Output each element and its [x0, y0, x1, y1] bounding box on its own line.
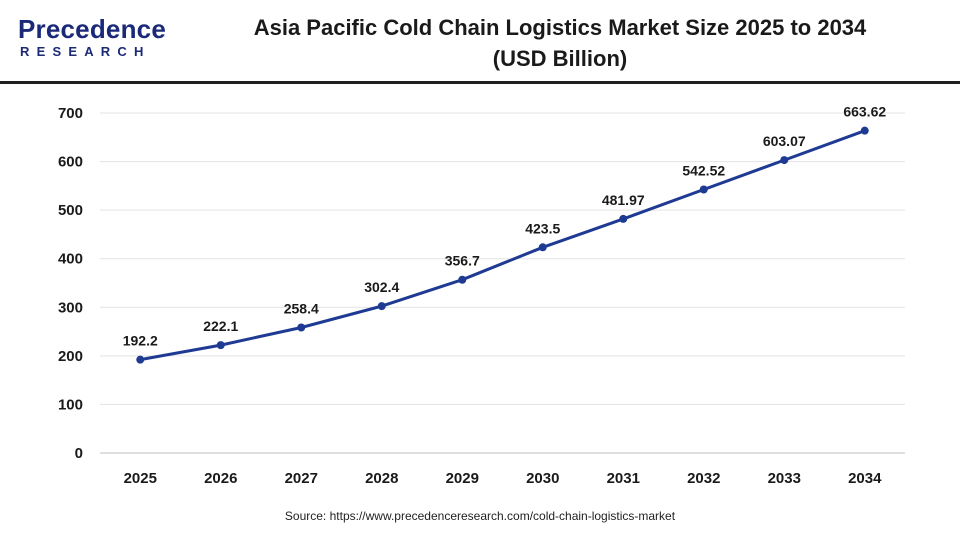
header: Precedence RESEARCH Asia Pacific Cold Ch…: [0, 0, 960, 84]
x-tick-label: 2032: [687, 470, 720, 487]
series-line-group: [138, 129, 867, 362]
y-tick-label: 500: [58, 202, 83, 219]
data-label: 603.07: [763, 133, 806, 149]
x-tick-labels: 2025 2026 2027 2028 2029 2030 2031 2032 2033 2034: [124, 470, 883, 487]
data-point: [377, 302, 386, 311]
chart-area: 0 100 200 300 400 500 600 700 2025 2026 2027 2028 2…: [0, 84, 960, 510]
chart-title-line-2: (USD Billion): [492, 46, 628, 71]
chart-title-line-1: Asia Pacific Cold Chain Logistics Market…: [253, 15, 867, 40]
y-tick-label: 400: [58, 251, 83, 268]
x-tick-label: 2030: [526, 470, 559, 487]
brand-logo: Precedence RESEARCH: [14, 14, 166, 68]
y-tick-label: 100: [58, 396, 83, 413]
source-note: Source: https://www.precedenceresearch.c…: [284, 509, 676, 523]
y-tick-label: 600: [58, 154, 83, 171]
x-tick-label: 2026: [204, 470, 237, 487]
gridlines: [100, 112, 905, 405]
data-label: 481.97: [602, 192, 645, 208]
data-label: 192.2: [123, 333, 158, 349]
data-point: [699, 185, 708, 194]
data-label: 542.52: [682, 162, 725, 178]
chart-title: Asia Pacific Cold Chain Logistics Market…: [200, 12, 920, 74]
logo-subtitle: RESEARCH: [20, 44, 151, 59]
data-point: [136, 355, 145, 364]
data-label: 302.4: [364, 279, 399, 295]
x-tick-label: 2027: [285, 470, 318, 487]
data-label: 663.62: [843, 104, 886, 120]
x-tick-label: 2031: [607, 470, 640, 487]
data-labels: 192.2 222.1 258.4 302.4 356.7 423.5 481.97 542.…: [123, 104, 887, 349]
data-label: 423.5: [525, 220, 560, 236]
data-label: 356.7: [445, 253, 480, 269]
series-line: [138, 129, 867, 362]
data-point: [538, 243, 547, 252]
data-point: [619, 214, 628, 223]
data-point: [780, 156, 789, 165]
x-tick-label: 2025: [124, 470, 157, 487]
data-point: [297, 323, 306, 332]
y-tick-label: 700: [58, 105, 83, 122]
data-point: [860, 126, 869, 135]
y-tick-labels: 0 100 200 300 400 500 600 700: [58, 105, 83, 462]
data-label: 222.1: [203, 318, 238, 334]
y-tick-label: 200: [58, 348, 83, 365]
y-tick-label: 300: [58, 299, 83, 316]
logo-wordmark: Precedence: [18, 14, 166, 44]
x-tick-label: 2033: [768, 470, 801, 487]
data-points: [136, 126, 869, 364]
data-point: [458, 275, 467, 284]
x-tick-label: 2029: [446, 470, 479, 487]
data-point: [216, 341, 225, 350]
x-tick-label: 2034: [848, 470, 882, 487]
data-label: 258.4: [284, 300, 319, 316]
y-tick-label: 0: [75, 445, 83, 462]
x-tick-label: 2028: [365, 470, 398, 487]
